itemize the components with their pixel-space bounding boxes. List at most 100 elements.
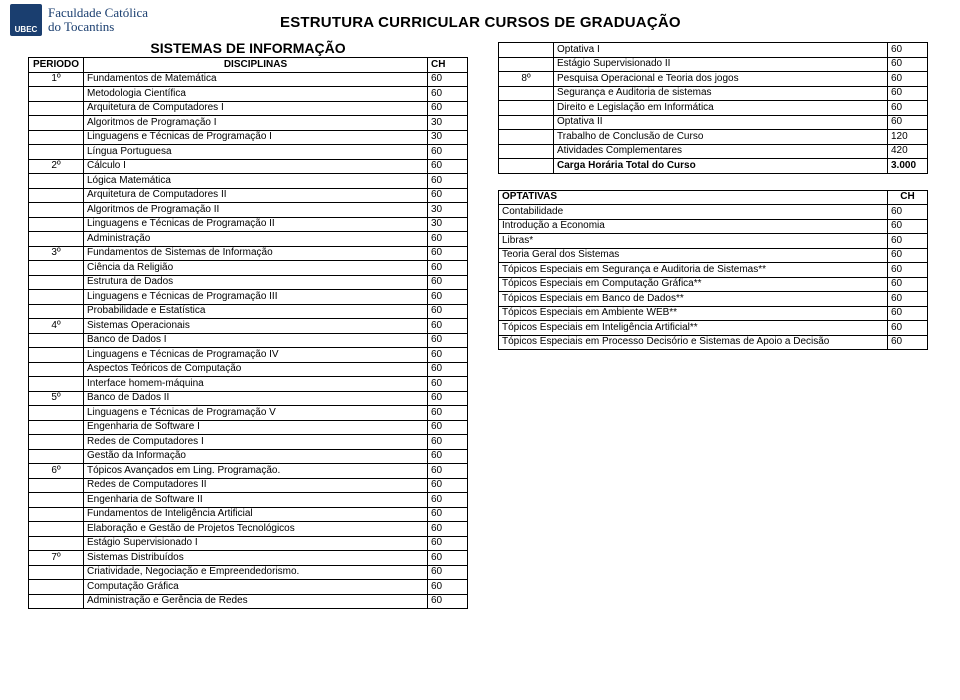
table-row: 2ºCálculo I60 [29,159,468,174]
cell-disciplina: Ciência da Religião [84,261,428,276]
cell-ch: 60 [888,277,928,292]
cell-disciplina: Fundamentos de Inteligência Artificial [84,507,428,522]
cell-ch: 60 [428,159,468,174]
cell-periodo [29,232,84,247]
optativas-table: OPTATIVAS CH Contabilidade60Introdução a… [498,190,928,351]
logo-mark: UBEC [10,4,42,36]
institution-logo: UBEC Faculdade Católica do Tocantins [10,4,280,36]
table-row: Introdução a Economia60 [499,219,928,234]
th-optativas: OPTATIVAS [499,190,888,205]
table-row: Tópicos Especiais em Ambiente WEB**60 [499,306,928,321]
cell-periodo [499,86,554,101]
table-row: Aspectos Teóricos de Computação60 [29,362,468,377]
cell-disciplina: Engenharia de Software II [84,493,428,508]
th-disciplinas: DISCIPLINAS [84,58,428,73]
cell-periodo: 7º [29,551,84,566]
cell-disciplina: Administração e Gerência de Redes [84,594,428,609]
cell-disciplina: Banco de Dados I [84,333,428,348]
cell-periodo [499,144,554,159]
cell-periodo [29,493,84,508]
course-title: SISTEMAS DE INFORMAÇÃO [28,40,468,56]
table-header-row: PERIODO DISCIPLINAS CH [29,58,468,73]
cell-periodo [29,116,84,131]
cell-ch: 60 [888,57,928,72]
table-row: 4ºSistemas Operacionais60 [29,319,468,334]
table-row: Optativa II60 [499,115,928,130]
cell-disciplina: Redes de Computadores I [84,435,428,450]
cell-ch: 60 [428,174,468,189]
table-row: Criatividade, Negociação e Empreendedori… [29,565,468,580]
cell-ch: 60 [428,536,468,551]
cell-periodo [499,159,554,174]
cell-periodo [29,217,84,232]
table-row: Libras*60 [499,234,928,249]
cell-periodo: 5º [29,391,84,406]
table-row: Tópicos Especiais em Inteligência Artifi… [499,321,928,336]
cell-disciplina: Optativa I [554,43,888,58]
logo-line1: Faculdade Católica [48,6,148,20]
cell-ch: 60 [888,115,928,130]
table-row: 6ºTópicos Avançados em Ling. Programação… [29,464,468,479]
cell-ch: 60 [428,464,468,479]
table-row: Computação Gráfica60 [29,580,468,595]
page-title: ESTRUTURA CURRICULAR CURSOS DE GRADUAÇÃO [280,4,681,31]
table-row: Linguagens e Técnicas de Programação I30 [29,130,468,145]
cell-ch: 60 [888,101,928,116]
cell-disciplina: Trabalho de Conclusão de Curso [554,130,888,145]
cell-periodo [29,348,84,363]
page-header: UBEC Faculdade Católica do Tocantins EST… [0,0,960,36]
th-opt-ch: CH [888,190,928,205]
cell-periodo [29,406,84,421]
cell-disciplina: Algoritmos de Programação I [84,116,428,131]
table-row: Língua Portuguesa60 [29,145,468,160]
cell-ch: 60 [428,246,468,261]
cell-disciplina: Fundamentos de Sistemas de Informação [84,246,428,261]
cell-ch: 60 [428,362,468,377]
cell-periodo [29,377,84,392]
content-area: SISTEMAS DE INFORMAÇÃO PERIODO DISCIPLIN… [0,40,960,609]
cell-disciplina: Engenharia de Software I [84,420,428,435]
cell-periodo [29,304,84,319]
cell-disciplina: Lógica Matemática [84,174,428,189]
cell-ch: 60 [428,391,468,406]
th-ch: CH [428,58,468,73]
cell-ch: 60 [428,478,468,493]
table-row: Fundamentos de Inteligência Artificial60 [29,507,468,522]
cell-ch: 60 [428,406,468,421]
cell-periodo [29,261,84,276]
table-row: Linguagens e Técnicas de Programação II3… [29,217,468,232]
cell-ch: 60 [428,145,468,160]
table-row: Gestão da Informação60 [29,449,468,464]
cell-periodo [29,420,84,435]
cell-periodo [29,435,84,450]
cell-ch: 30 [428,116,468,131]
table-row: Teoria Geral dos Sistemas60 [499,248,928,263]
cell-optativa: Introdução a Economia [499,219,888,234]
cell-periodo: 3º [29,246,84,261]
cell-disciplina: Tópicos Avançados em Ling. Programação. [84,464,428,479]
cell-ch: 60 [888,234,928,249]
cell-disciplina: Estágio Supervisionado II [554,57,888,72]
cell-ch: 60 [428,304,468,319]
cell-disciplina: Administração [84,232,428,247]
left-column: SISTEMAS DE INFORMAÇÃO PERIODO DISCIPLIN… [28,40,468,609]
table-row: 5ºBanco de Dados II60 [29,391,468,406]
table-row: Linguagens e Técnicas de Programação V60 [29,406,468,421]
cell-periodo [499,101,554,116]
cell-periodo [29,145,84,160]
cell-disciplina: Fundamentos de Matemática [84,72,428,87]
cell-periodo [499,57,554,72]
cell-ch: 60 [428,493,468,508]
cell-periodo [29,87,84,102]
cell-ch: 30 [428,217,468,232]
table-row: Interface homem-máquina60 [29,377,468,392]
cell-optativa: Tópicos Especiais em Inteligência Artifi… [499,321,888,336]
cell-ch: 60 [428,348,468,363]
cell-ch: 60 [428,72,468,87]
cell-periodo [29,174,84,189]
cell-disciplina: Língua Portuguesa [84,145,428,160]
cell-optativa: Teoria Geral dos Sistemas [499,248,888,263]
cell-periodo [29,478,84,493]
cell-disciplina: Probabilidade e Estatística [84,304,428,319]
cell-ch: 60 [428,275,468,290]
